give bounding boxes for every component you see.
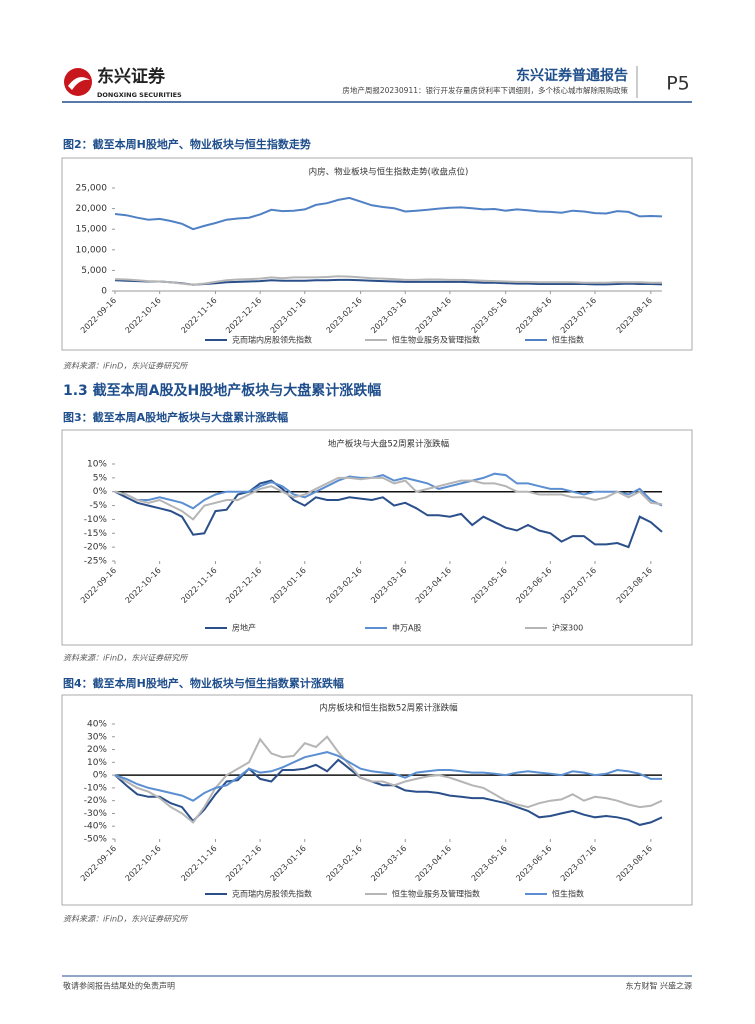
chart-frame bbox=[61, 429, 693, 646]
chart-title: 内房板块和恒生指数52周累计涨跌幅 bbox=[319, 703, 458, 714]
y-tick-label: -20% bbox=[84, 543, 108, 553]
x-tick-label: 2023-02-16 bbox=[325, 296, 364, 335]
x-tick-label: 2023-07-16 bbox=[559, 296, 598, 335]
logo-cn: 东兴证券 bbox=[97, 66, 166, 87]
y-tick-label: -5% bbox=[89, 501, 107, 511]
section-heading: 1.3 截至本周A股及H股地产板块与大盘累计涨跌幅 bbox=[63, 382, 381, 399]
y-tick-label: 15,000 bbox=[76, 225, 108, 235]
y-tick-label: -30% bbox=[84, 809, 108, 819]
x-tick-label: 2022-09-16 bbox=[79, 844, 118, 883]
x-tick-label: 2022-10-16 bbox=[124, 844, 163, 883]
figure-title: 图3：截至本周A股地产板块与大盘累计涨跌幅 bbox=[63, 410, 288, 424]
y-tick-label: -25% bbox=[84, 557, 108, 567]
legend-label: 申万A股 bbox=[392, 623, 421, 633]
x-tick-label: 2023-06-16 bbox=[514, 566, 553, 605]
y-tick-label: 10% bbox=[87, 460, 107, 470]
x-tick-label: 2023-04-16 bbox=[414, 296, 453, 335]
logo-swoosh bbox=[68, 77, 90, 90]
logo-en: DONGXING SECURITIES bbox=[97, 91, 182, 99]
x-tick-label: 2023-07-16 bbox=[559, 566, 598, 605]
y-tick-label: -20% bbox=[84, 796, 108, 806]
figure-source: 资料来源：iFinD，东兴证券研究所 bbox=[63, 654, 189, 663]
x-tick-label: 2022-11-16 bbox=[179, 844, 218, 883]
legend-label: 恒生物业服务及管理指数 bbox=[392, 335, 480, 345]
y-tick-label: -15% bbox=[84, 529, 108, 539]
y-tick-label: 5% bbox=[93, 473, 108, 483]
legend-label: 沪深300 bbox=[552, 623, 583, 633]
series-line bbox=[114, 476, 663, 521]
chart-frame bbox=[61, 694, 693, 906]
x-tick-label: 2023-04-16 bbox=[414, 566, 453, 605]
y-tick-label: 25,000 bbox=[76, 184, 108, 194]
x-tick-label: 2023-02-16 bbox=[325, 566, 364, 605]
figure-source: 资料来源：iFinD，东兴证券研究所 bbox=[63, 915, 189, 924]
x-tick-label: 2022-10-16 bbox=[124, 566, 163, 605]
x-tick-label: 2023-01-16 bbox=[269, 296, 308, 335]
report-type: 东兴证券普通报告 bbox=[516, 67, 628, 84]
chart-title: 地产板块与大盘52周累计涨跌幅 bbox=[328, 439, 450, 450]
series-line bbox=[114, 472, 663, 510]
y-tick-label: 10% bbox=[87, 758, 107, 768]
y-tick-label: 20% bbox=[87, 745, 107, 755]
y-tick-label: -50% bbox=[84, 835, 108, 845]
series-line bbox=[114, 196, 663, 231]
x-tick-label: 2023-08-16 bbox=[615, 296, 654, 335]
x-tick-label: 2022-12-16 bbox=[224, 844, 263, 883]
series-line bbox=[114, 751, 662, 802]
y-tick-label: 40% bbox=[87, 720, 107, 730]
series-line bbox=[114, 735, 663, 824]
y-tick-label: -10% bbox=[84, 783, 108, 793]
chart-frame bbox=[61, 157, 693, 351]
x-tick-label: 2022-12-16 bbox=[224, 296, 263, 335]
figure-title: 图4：截至本周H股地产、物业板块与恒生指数累计涨跌幅 bbox=[63, 676, 344, 690]
chart-title: 内房、物业板块与恒生指数走势(收盘点位) bbox=[309, 167, 469, 178]
y-tick-label: -40% bbox=[84, 822, 108, 832]
y-tick-label: -10% bbox=[84, 515, 108, 525]
x-tick-label: 2023-05-16 bbox=[470, 296, 509, 335]
y-tick-label: 10,000 bbox=[76, 245, 108, 255]
footer-right: 东方财智 兴盛之源 bbox=[625, 981, 692, 991]
legend-label: 房地产 bbox=[232, 623, 256, 633]
legend-label: 恒生指数 bbox=[552, 889, 584, 899]
x-tick-label: 2023-03-16 bbox=[369, 844, 408, 883]
legend-label: 恒生物业服务及管理指数 bbox=[392, 889, 480, 899]
legend-label: 克而瑞内房股领先指数 bbox=[232, 889, 312, 899]
y-tick-label: 0% bbox=[93, 487, 108, 497]
x-tick-label: 2023-07-16 bbox=[559, 844, 598, 883]
figure-title: 图2：截至本周H股地产、物业板块与恒生指数走势 bbox=[63, 137, 311, 151]
x-tick-label: 2023-03-16 bbox=[369, 296, 408, 335]
y-tick-label: 5,000 bbox=[81, 266, 107, 276]
report-title: 房地产周报20230911：银行开发存量房贷利率下调细则，多个核心城市解除限购政… bbox=[342, 85, 628, 95]
x-tick-label: 2023-03-16 bbox=[369, 566, 408, 605]
y-tick-label: 20,000 bbox=[76, 204, 108, 214]
x-tick-label: 2022-11-16 bbox=[179, 566, 218, 605]
x-tick-label: 2022-11-16 bbox=[179, 296, 218, 335]
series-line bbox=[114, 275, 662, 286]
x-tick-label: 2023-01-16 bbox=[269, 844, 308, 883]
x-tick-label: 2022-10-16 bbox=[124, 296, 163, 335]
legend-label: 恒生指数 bbox=[552, 335, 584, 345]
x-tick-label: 2023-08-16 bbox=[615, 844, 654, 883]
series-line bbox=[114, 479, 663, 549]
x-tick-label: 2023-05-16 bbox=[470, 566, 509, 605]
x-tick-label: 2023-08-16 bbox=[615, 566, 654, 605]
footer-left: 敬请参阅报告结尾处的免责声明 bbox=[63, 981, 175, 991]
x-tick-label: 2023-06-16 bbox=[514, 844, 553, 883]
x-tick-label: 2023-01-16 bbox=[269, 566, 308, 605]
x-tick-label: 2022-09-16 bbox=[79, 296, 118, 335]
page-number: P5 bbox=[666, 73, 690, 95]
x-tick-label: 2023-04-16 bbox=[414, 844, 453, 883]
x-tick-label: 2023-02-16 bbox=[325, 844, 364, 883]
figure-source: 资料来源：iFinD，东兴证券研究所 bbox=[63, 362, 189, 371]
x-tick-label: 2023-05-16 bbox=[470, 844, 509, 883]
legend-label: 克而瑞内房股领先指数 bbox=[232, 335, 312, 345]
y-tick-label: 30% bbox=[87, 732, 107, 742]
series-line bbox=[114, 758, 663, 826]
y-tick-label: 0% bbox=[93, 771, 108, 781]
y-tick-label: 0 bbox=[101, 287, 107, 297]
x-tick-label: 2022-09-16 bbox=[79, 566, 118, 605]
x-tick-label: 2023-06-16 bbox=[514, 296, 553, 335]
x-tick-label: 2022-12-16 bbox=[224, 566, 263, 605]
